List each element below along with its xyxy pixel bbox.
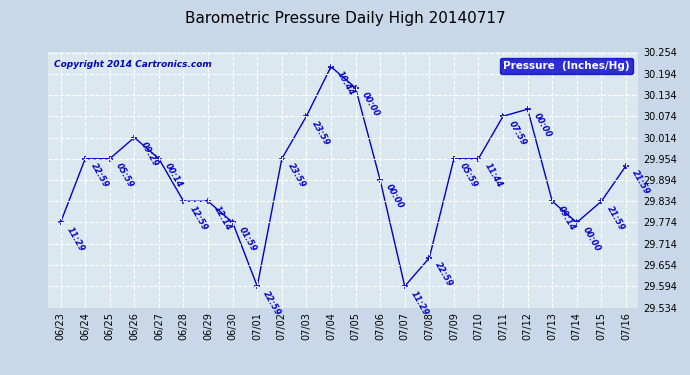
Text: 00:00: 00:00 xyxy=(581,225,602,253)
Text: 05:59: 05:59 xyxy=(458,162,480,189)
Text: 09:29: 09:29 xyxy=(139,140,159,168)
Text: 22:59: 22:59 xyxy=(433,261,455,288)
Text: Barometric Pressure Daily High 20140717: Barometric Pressure Daily High 20140717 xyxy=(185,11,505,26)
Text: 22:59: 22:59 xyxy=(262,289,283,317)
Text: 11:29: 11:29 xyxy=(65,225,86,253)
Text: 00:14: 00:14 xyxy=(163,162,184,189)
Text: 05:59: 05:59 xyxy=(114,162,135,189)
Text: 22:59: 22:59 xyxy=(89,162,110,189)
Text: Copyright 2014 Cartronics.com: Copyright 2014 Cartronics.com xyxy=(55,60,212,69)
Text: 12:14: 12:14 xyxy=(213,204,233,232)
Text: 21:59: 21:59 xyxy=(630,169,651,196)
Text: 00:00: 00:00 xyxy=(384,183,406,210)
Text: 07:59: 07:59 xyxy=(507,119,529,147)
Text: 12:59: 12:59 xyxy=(188,204,209,232)
Text: 09:14: 09:14 xyxy=(556,204,578,232)
Text: 23:59: 23:59 xyxy=(286,162,307,189)
Text: 00:00: 00:00 xyxy=(532,112,553,140)
Text: 01:59: 01:59 xyxy=(237,225,258,253)
Legend: Pressure  (Inches/Hg): Pressure (Inches/Hg) xyxy=(500,58,633,74)
Text: 23:59: 23:59 xyxy=(310,119,332,147)
Text: 21:59: 21:59 xyxy=(606,204,627,232)
Text: 11:29: 11:29 xyxy=(409,289,430,317)
Text: 00:00: 00:00 xyxy=(359,91,381,118)
Text: 11:44: 11:44 xyxy=(482,162,504,189)
Text: 10:44: 10:44 xyxy=(335,69,356,97)
